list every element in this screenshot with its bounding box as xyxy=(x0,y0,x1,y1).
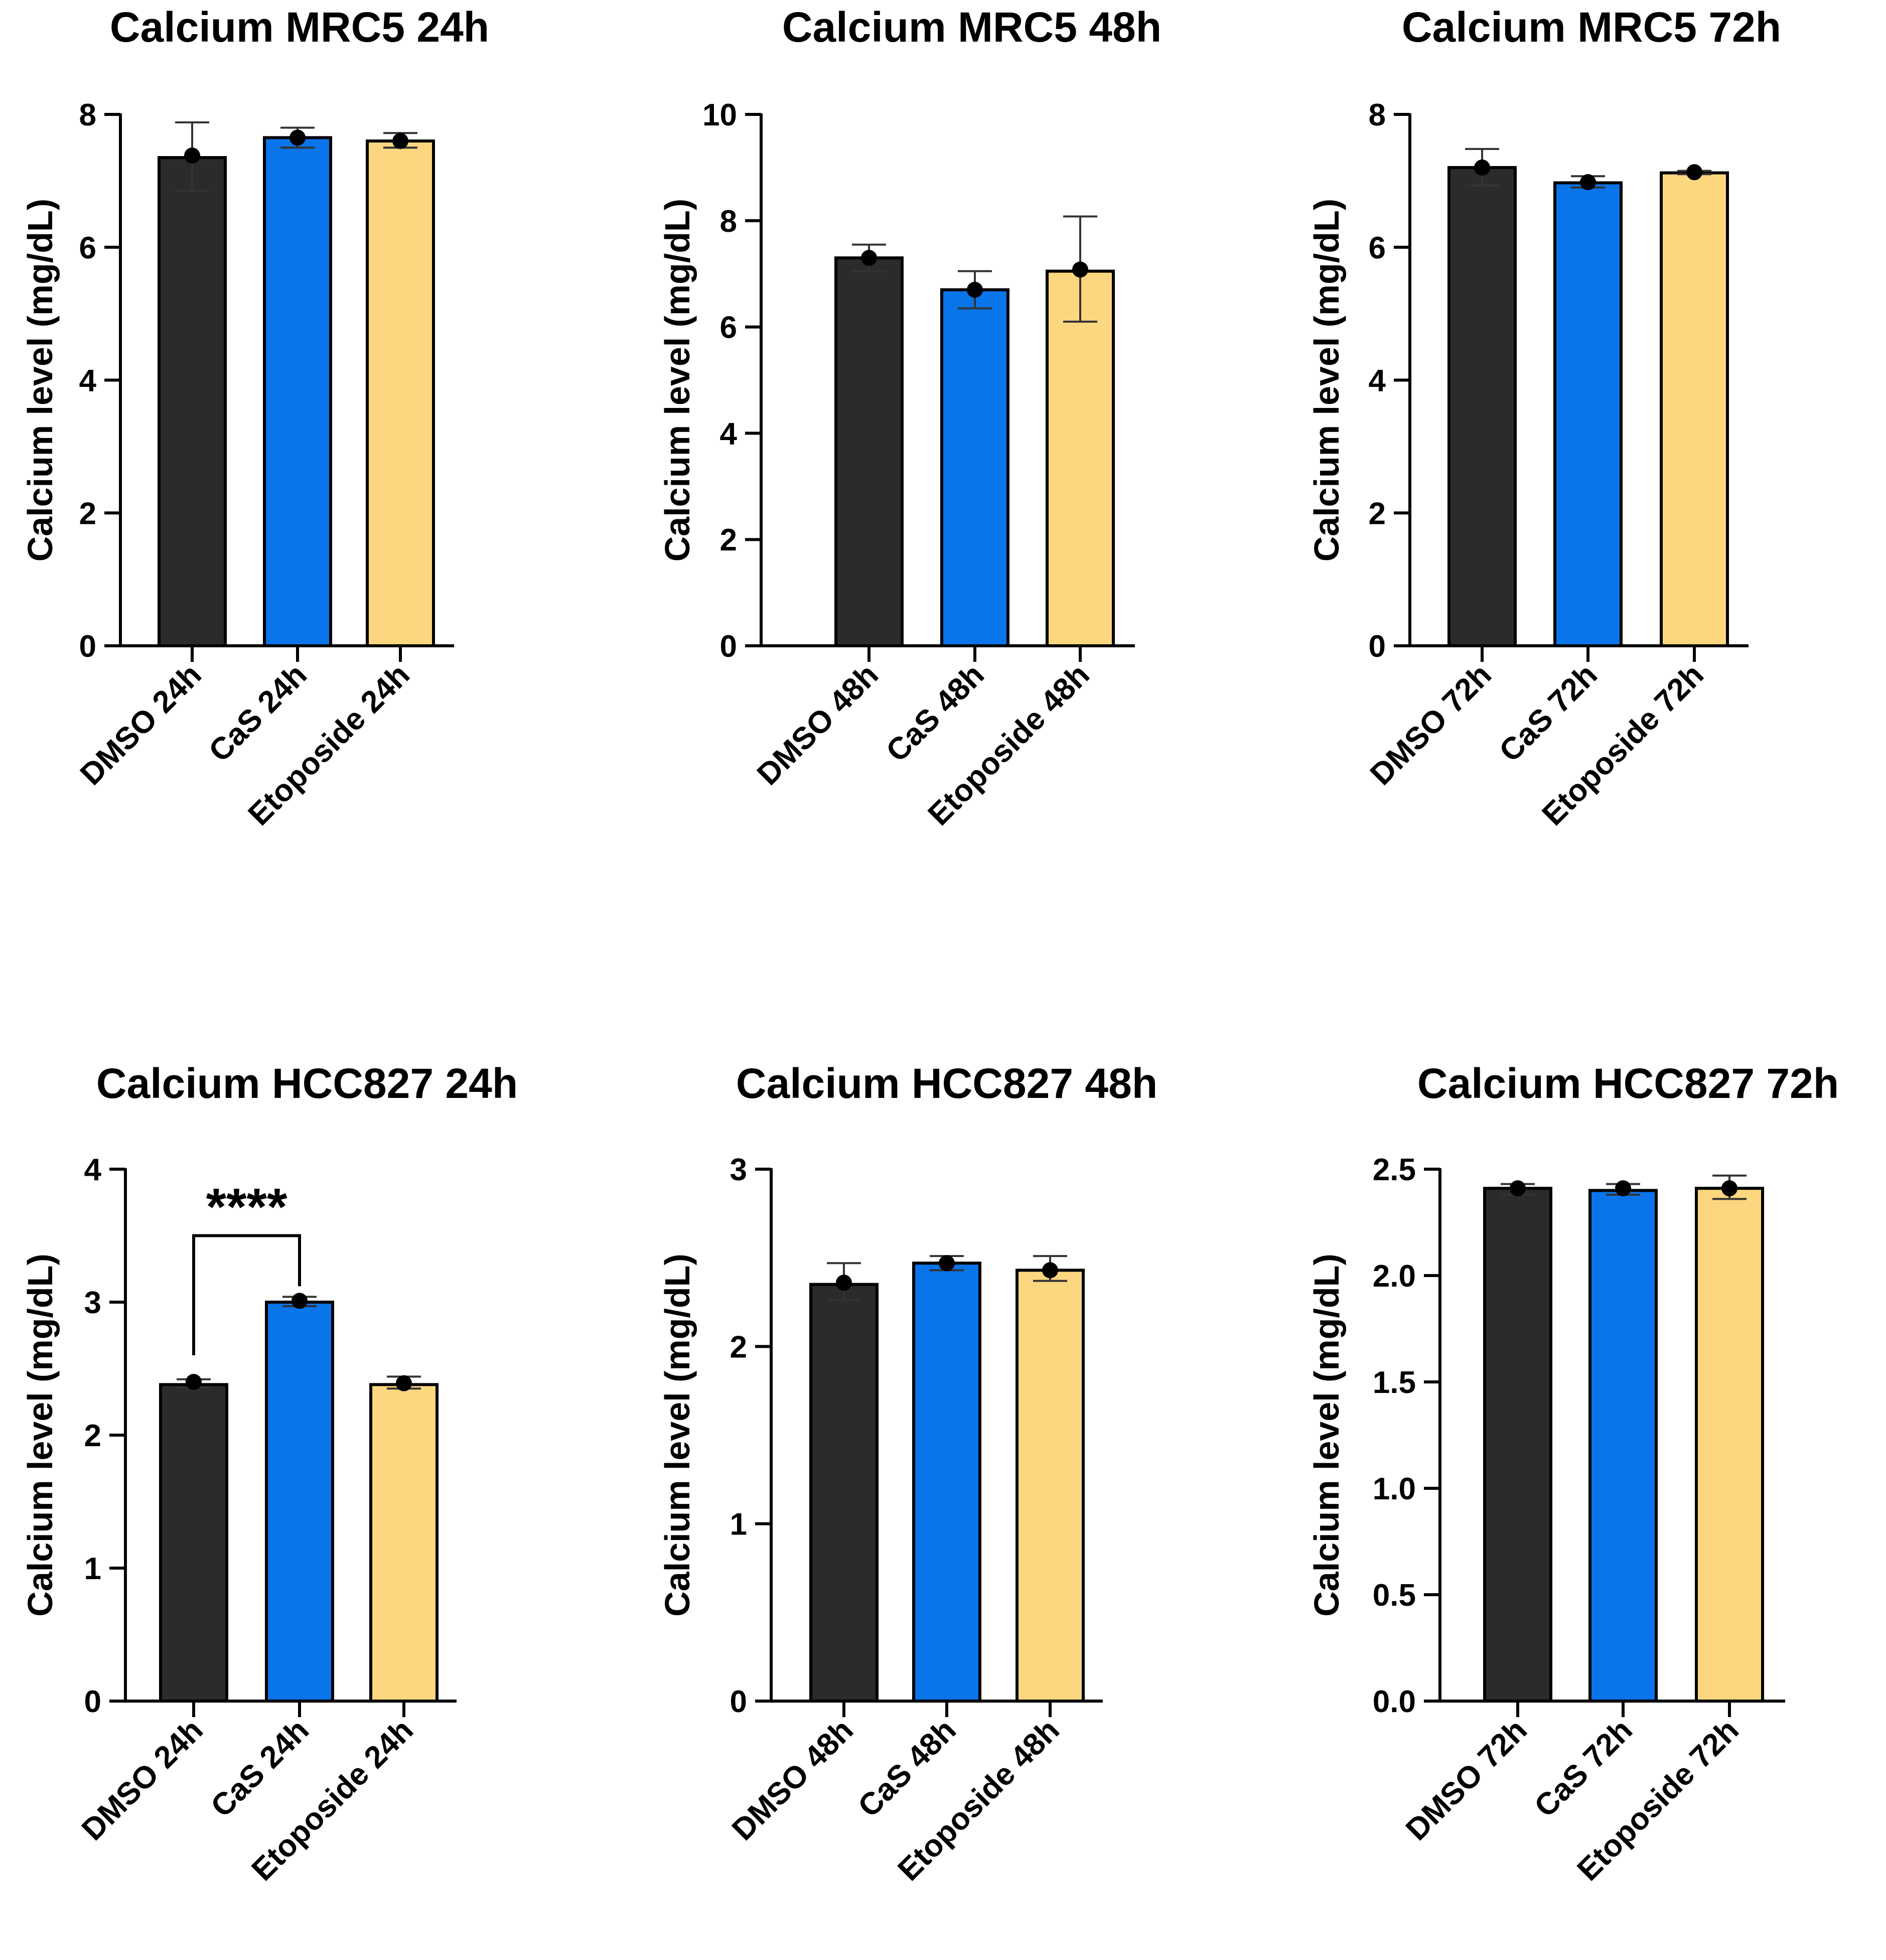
panel-hcc827-72h: Calcium HCC827 72h Calcium level (mg/dL)… xyxy=(1307,1060,1839,1888)
y-axis-title: Calcium level (mg/dL) xyxy=(21,199,60,562)
data-point xyxy=(396,1375,412,1391)
x-tick-label: CaS 48h xyxy=(851,1713,963,1824)
data-point xyxy=(1474,159,1490,176)
y-axis-title: Calcium level (mg/dL) xyxy=(1307,1253,1346,1616)
y-tick-label: 2 xyxy=(730,1330,747,1364)
x-tick-label: CaS 72h xyxy=(1493,657,1604,769)
chart-title: Calcium HCC827 48h xyxy=(736,1060,1157,1107)
y-tick-label: 4 xyxy=(720,416,738,451)
data-point xyxy=(1072,261,1088,278)
bar xyxy=(159,1383,228,1703)
bar xyxy=(1660,171,1729,647)
y-tick-label: 1 xyxy=(84,1552,101,1586)
bar xyxy=(158,156,227,647)
bar xyxy=(1553,181,1623,647)
data-point xyxy=(292,1293,308,1309)
x-tick-label: DMSO 24h xyxy=(75,1713,210,1847)
panel-hcc827-48h: Calcium HCC827 48h Calcium level (mg/dL)… xyxy=(658,1060,1157,1888)
x-tick-label: CaS 24h xyxy=(204,1713,316,1824)
bar xyxy=(366,139,435,647)
y-tick-label: 0.5 xyxy=(1373,1578,1416,1613)
data-point xyxy=(1580,174,1596,191)
panel-mrc5-72h: Calcium MRC5 72h Calcium level (mg/dL) 0… xyxy=(1307,4,1781,832)
y-tick-label: 2 xyxy=(79,496,96,531)
y-tick-label: 2 xyxy=(720,523,737,557)
y-tick-label: 4 xyxy=(79,364,97,398)
y-axis-title: Calcium level (mg/dL) xyxy=(21,1253,60,1616)
y-tick-label: 6 xyxy=(79,231,96,265)
panel-mrc5-48h: Calcium MRC5 48h Calcium level (mg/dL) 0… xyxy=(658,4,1162,832)
y-tick-label: 8 xyxy=(79,98,96,132)
y-axis-title: Calcium level (mg/dL) xyxy=(658,199,697,562)
y-tick-label: 4 xyxy=(1369,364,1386,398)
x-tick-label: CaS 48h xyxy=(880,657,991,769)
data-point xyxy=(186,1374,202,1390)
bar xyxy=(1015,1269,1085,1703)
bar xyxy=(809,1283,879,1703)
bar xyxy=(1046,269,1115,647)
data-point xyxy=(939,1255,955,1272)
bar xyxy=(1447,166,1517,647)
data-point xyxy=(289,129,306,146)
y-tick-label: 1 xyxy=(730,1507,747,1542)
bar xyxy=(1588,1189,1658,1703)
x-tick-label: DMSO 72h xyxy=(1399,1713,1534,1847)
chart-title: Calcium HCC827 24h xyxy=(96,1060,518,1107)
chart-title: Calcium MRC5 24h xyxy=(110,4,489,51)
data-point xyxy=(1510,1180,1526,1197)
chart-title: Calcium MRC5 48h xyxy=(782,4,1162,51)
bar xyxy=(263,136,332,647)
chart-title: Calcium MRC5 72h xyxy=(1402,4,1781,51)
bar xyxy=(912,1262,981,1703)
y-tick-label: 8 xyxy=(1369,98,1386,132)
x-tick-label: DMSO 48h xyxy=(751,657,885,792)
x-tick-label: DMSO 72h xyxy=(1364,657,1498,792)
bar xyxy=(1695,1187,1764,1703)
significance-bracket xyxy=(192,1234,301,1355)
y-tick-label: 0 xyxy=(720,629,737,664)
y-tick-label: 0 xyxy=(730,1685,747,1719)
y-tick-label: 0.0 xyxy=(1373,1685,1416,1719)
y-axis-title: Calcium level (mg/dL) xyxy=(1307,199,1346,562)
y-tick-label: 0 xyxy=(79,629,96,664)
data-point xyxy=(1686,164,1702,181)
y-tick-label: 2.5 xyxy=(1373,1153,1416,1187)
x-tick-label: DMSO 24h xyxy=(74,657,208,792)
data-point xyxy=(861,249,877,266)
data-point xyxy=(967,282,983,298)
chart-title: Calcium HCC827 72h xyxy=(1417,1060,1839,1107)
x-tick-label: DMSO 48h xyxy=(726,1713,860,1847)
y-tick-label: 1.0 xyxy=(1373,1472,1416,1506)
data-point xyxy=(1042,1262,1058,1279)
data-point xyxy=(392,132,408,149)
y-tick-label: 2.0 xyxy=(1373,1259,1416,1294)
y-tick-label: 3 xyxy=(730,1153,747,1187)
bar xyxy=(265,1301,334,1703)
y-tick-label: 1.5 xyxy=(1373,1365,1416,1400)
panel-mrc5-24h: Calcium MRC5 24h Calcium level (mg/dL) 0… xyxy=(21,4,489,832)
bar xyxy=(834,256,904,647)
significance-label: **** xyxy=(206,1178,287,1236)
panel-hcc827-24h: Calcium HCC827 24h Calcium level (mg/dL)… xyxy=(21,1060,518,1888)
bar xyxy=(940,288,1009,647)
y-tick-label: 10 xyxy=(702,98,737,132)
data-point xyxy=(836,1275,852,1291)
y-axis-title: Calcium level (mg/dL) xyxy=(658,1253,697,1616)
y-tick-label: 8 xyxy=(720,204,737,239)
data-point xyxy=(1615,1180,1631,1197)
y-tick-label: 0 xyxy=(1369,629,1386,664)
data-point xyxy=(184,148,200,164)
y-tick-label: 2 xyxy=(84,1419,101,1453)
y-tick-label: 6 xyxy=(720,311,737,345)
y-tick-label: 0 xyxy=(84,1685,101,1719)
bar xyxy=(1483,1187,1552,1703)
y-tick-label: 3 xyxy=(84,1286,101,1320)
data-point xyxy=(1721,1180,1737,1197)
y-tick-label: 6 xyxy=(1369,231,1386,265)
bar xyxy=(369,1383,439,1703)
y-tick-label: 2 xyxy=(1369,496,1386,531)
x-tick-label: CaS 72h xyxy=(1528,1713,1639,1824)
y-tick-label: 4 xyxy=(84,1153,102,1187)
